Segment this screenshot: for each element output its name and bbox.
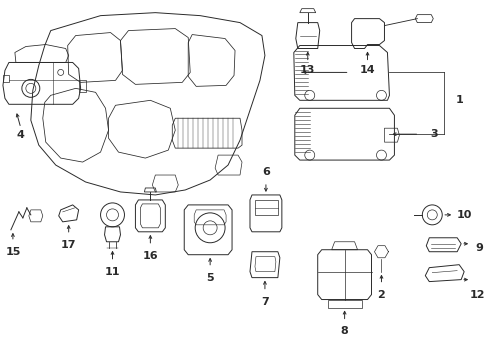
Text: 4: 4 xyxy=(17,130,25,140)
Text: 16: 16 xyxy=(143,251,158,261)
Text: 13: 13 xyxy=(300,66,316,76)
Text: 17: 17 xyxy=(61,240,76,250)
Text: 7: 7 xyxy=(261,297,269,306)
Text: 11: 11 xyxy=(105,267,120,276)
Text: 1: 1 xyxy=(455,95,463,105)
Text: 6: 6 xyxy=(262,167,270,177)
Text: 14: 14 xyxy=(360,66,375,76)
Text: 3: 3 xyxy=(430,129,438,139)
Text: 8: 8 xyxy=(341,327,348,336)
Polygon shape xyxy=(374,246,389,258)
Text: 15: 15 xyxy=(5,247,21,257)
Text: 9: 9 xyxy=(475,243,483,253)
Text: 2: 2 xyxy=(378,289,385,300)
Text: 10: 10 xyxy=(457,210,472,220)
Text: 12: 12 xyxy=(469,289,485,300)
Text: 5: 5 xyxy=(206,273,214,283)
